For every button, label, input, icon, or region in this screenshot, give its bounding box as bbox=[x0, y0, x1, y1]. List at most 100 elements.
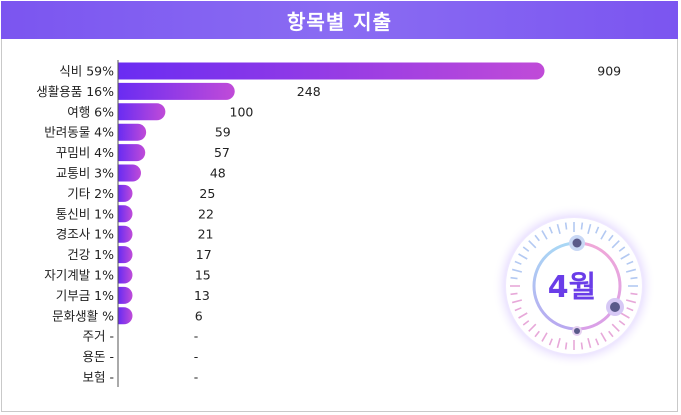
bar bbox=[118, 205, 133, 223]
month-widget-arc-left bbox=[532, 241, 578, 331]
dial-tick bbox=[541, 230, 548, 240]
value-label: - bbox=[194, 370, 199, 385]
dial-tick bbox=[630, 292, 638, 296]
value-label: 909 bbox=[597, 64, 621, 79]
bar bbox=[118, 164, 141, 182]
bar bbox=[118, 144, 146, 162]
dial-tick bbox=[548, 226, 553, 234]
dial-tick bbox=[618, 246, 626, 252]
dial-tick bbox=[528, 240, 537, 249]
value-label: 15 bbox=[195, 268, 211, 283]
dial-tick bbox=[511, 268, 523, 273]
value-label: 25 bbox=[199, 186, 215, 201]
dial-tick bbox=[580, 342, 584, 350]
value-labels: 909 248 100 59 57 48 25 22 21 17 15 13 6 - - - bbox=[194, 64, 621, 385]
dial-tick bbox=[611, 240, 620, 249]
bar bbox=[118, 123, 147, 141]
category-label: 여행 6% bbox=[67, 104, 114, 119]
category-label: 건강 1% bbox=[67, 247, 114, 262]
month-widget-ticks bbox=[510, 222, 638, 350]
value-label: - bbox=[194, 329, 199, 344]
dial-tick bbox=[522, 320, 530, 326]
dial-tick bbox=[541, 332, 548, 342]
value-label: 48 bbox=[210, 166, 226, 181]
bar bbox=[118, 286, 133, 304]
dial-tick bbox=[625, 268, 637, 273]
dial-tick bbox=[620, 312, 630, 319]
dial-tick bbox=[522, 246, 530, 252]
value-label: 57 bbox=[214, 145, 230, 160]
bar bbox=[118, 184, 133, 202]
bar bbox=[118, 225, 133, 243]
dial-tick bbox=[608, 234, 614, 242]
category-label: 꾸밈비 4% bbox=[56, 145, 114, 160]
month-widget-knob-right-dot bbox=[610, 302, 620, 312]
category-label: 경조사 1% bbox=[56, 227, 114, 242]
dial-tick bbox=[600, 332, 607, 342]
month-widget-knob-top-dot bbox=[572, 238, 582, 248]
bar bbox=[118, 103, 166, 121]
value-label: 22 bbox=[198, 206, 214, 221]
dial-tick bbox=[580, 222, 584, 230]
month-widget-arc-right bbox=[576, 241, 622, 331]
value-label: - bbox=[194, 349, 199, 364]
dial-tick bbox=[618, 320, 626, 326]
header-bar: 항목별 지출 bbox=[1, 1, 678, 39]
dial-tick bbox=[556, 223, 561, 235]
value-label: 100 bbox=[230, 104, 254, 119]
dial-tick bbox=[587, 223, 592, 235]
category-label: 식비 59% bbox=[59, 64, 114, 79]
bar bbox=[118, 307, 133, 325]
bars-group bbox=[118, 62, 545, 325]
dial-tick bbox=[534, 330, 540, 338]
category-labels: 식비 59% 생활용품 16% 여행 6% 반려동물 4% 꾸밈비 4% 교통비 3% 기타… bbox=[36, 64, 114, 385]
dial-tick bbox=[534, 234, 540, 242]
bar bbox=[118, 246, 133, 264]
dial-tick bbox=[514, 307, 522, 312]
bar bbox=[118, 62, 545, 80]
dial-tick bbox=[587, 337, 592, 349]
dial-tick bbox=[511, 299, 523, 304]
dial-tick bbox=[611, 323, 620, 332]
page-title: 항목별 지출 bbox=[287, 9, 392, 34]
month-widget: 4월 bbox=[492, 204, 656, 368]
dial-tick bbox=[556, 337, 561, 349]
category-label: 반려동물 4% bbox=[44, 125, 114, 140]
month-widget-bg bbox=[506, 218, 642, 354]
dial-tick bbox=[510, 276, 518, 280]
category-label: 통신비 1% bbox=[56, 206, 114, 221]
value-label: 17 bbox=[196, 247, 212, 262]
dial-tick bbox=[528, 323, 537, 332]
category-label: 생활용품 16% bbox=[36, 84, 114, 99]
value-label: 248 bbox=[297, 84, 321, 99]
category-label: 문화생활 % bbox=[52, 308, 114, 323]
dial-tick bbox=[608, 330, 614, 338]
dial-tick bbox=[548, 338, 553, 346]
dial-tick bbox=[625, 299, 637, 304]
category-label: 기부금 1% bbox=[56, 288, 114, 303]
dial-tick bbox=[595, 338, 600, 346]
value-label: 6 bbox=[195, 308, 203, 323]
dial-tick bbox=[630, 276, 638, 280]
category-label: 보험 - bbox=[83, 370, 114, 385]
dial-tick bbox=[600, 230, 607, 240]
category-label: 용돈 - bbox=[83, 349, 114, 364]
dial-tick bbox=[595, 226, 600, 234]
dial-tick bbox=[510, 292, 518, 296]
category-label: 주거 - bbox=[83, 329, 114, 344]
dial-tick bbox=[518, 253, 528, 260]
dial-tick bbox=[518, 312, 528, 319]
category-label: 자기계발 1% bbox=[44, 268, 114, 283]
value-label: 21 bbox=[198, 227, 214, 242]
dial-tick bbox=[626, 307, 634, 312]
dial-tick bbox=[620, 253, 630, 260]
dial-tick bbox=[514, 260, 522, 265]
month-label: 4월 bbox=[548, 270, 596, 305]
bar bbox=[118, 82, 235, 100]
value-label: 13 bbox=[194, 288, 210, 303]
category-label: 교통비 3% bbox=[56, 166, 114, 181]
bar bbox=[118, 266, 133, 284]
dial-tick bbox=[564, 222, 568, 230]
dial-tick bbox=[564, 342, 568, 350]
